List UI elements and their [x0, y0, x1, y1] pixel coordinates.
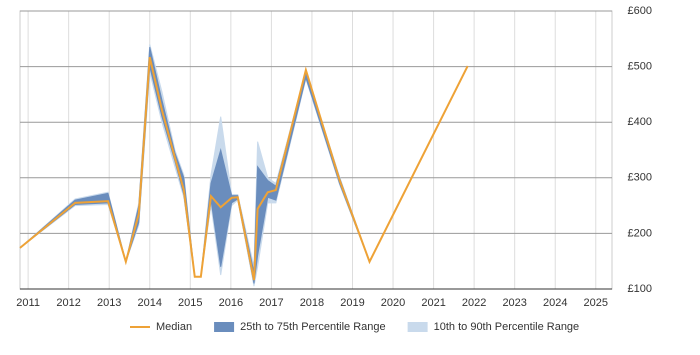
- x-tick-label: 2011: [16, 297, 40, 309]
- legend-label: 25th to 75th Percentile Range: [240, 321, 386, 333]
- x-tick-label: 2023: [502, 297, 526, 309]
- x-tick-label: 2025: [584, 297, 608, 309]
- x-tick-label: 2015: [178, 297, 202, 309]
- x-tick-label: 2013: [97, 297, 121, 309]
- y-tick-label: £400: [628, 116, 652, 128]
- legend-label: 10th to 90th Percentile Range: [434, 321, 580, 333]
- legend-swatch: [407, 322, 428, 332]
- x-tick-label: 2019: [340, 297, 364, 309]
- x-tick-label: 2024: [543, 297, 567, 309]
- y-tick-label: £600: [628, 5, 652, 17]
- legend-label: Median: [156, 321, 192, 333]
- plot-area: [19, 10, 613, 290]
- y-tick-label: £100: [628, 283, 652, 295]
- y-tick-label: £500: [628, 61, 652, 73]
- x-tick-label: 2018: [300, 297, 324, 309]
- median-line: [19, 56, 469, 281]
- x-tick-label: 2012: [56, 297, 80, 309]
- x-tick-label: 2020: [381, 297, 405, 309]
- legend-swatch: [214, 322, 235, 332]
- x-tick-label: 2017: [259, 297, 283, 309]
- x-tick-label: 2014: [138, 297, 162, 309]
- x-tick-label: 2022: [462, 297, 486, 309]
- y-tick-label: £200: [628, 227, 652, 239]
- x-tick-label: 2016: [219, 297, 243, 309]
- y-tick-label: £300: [628, 172, 652, 184]
- x-tick-label: 2021: [421, 297, 445, 309]
